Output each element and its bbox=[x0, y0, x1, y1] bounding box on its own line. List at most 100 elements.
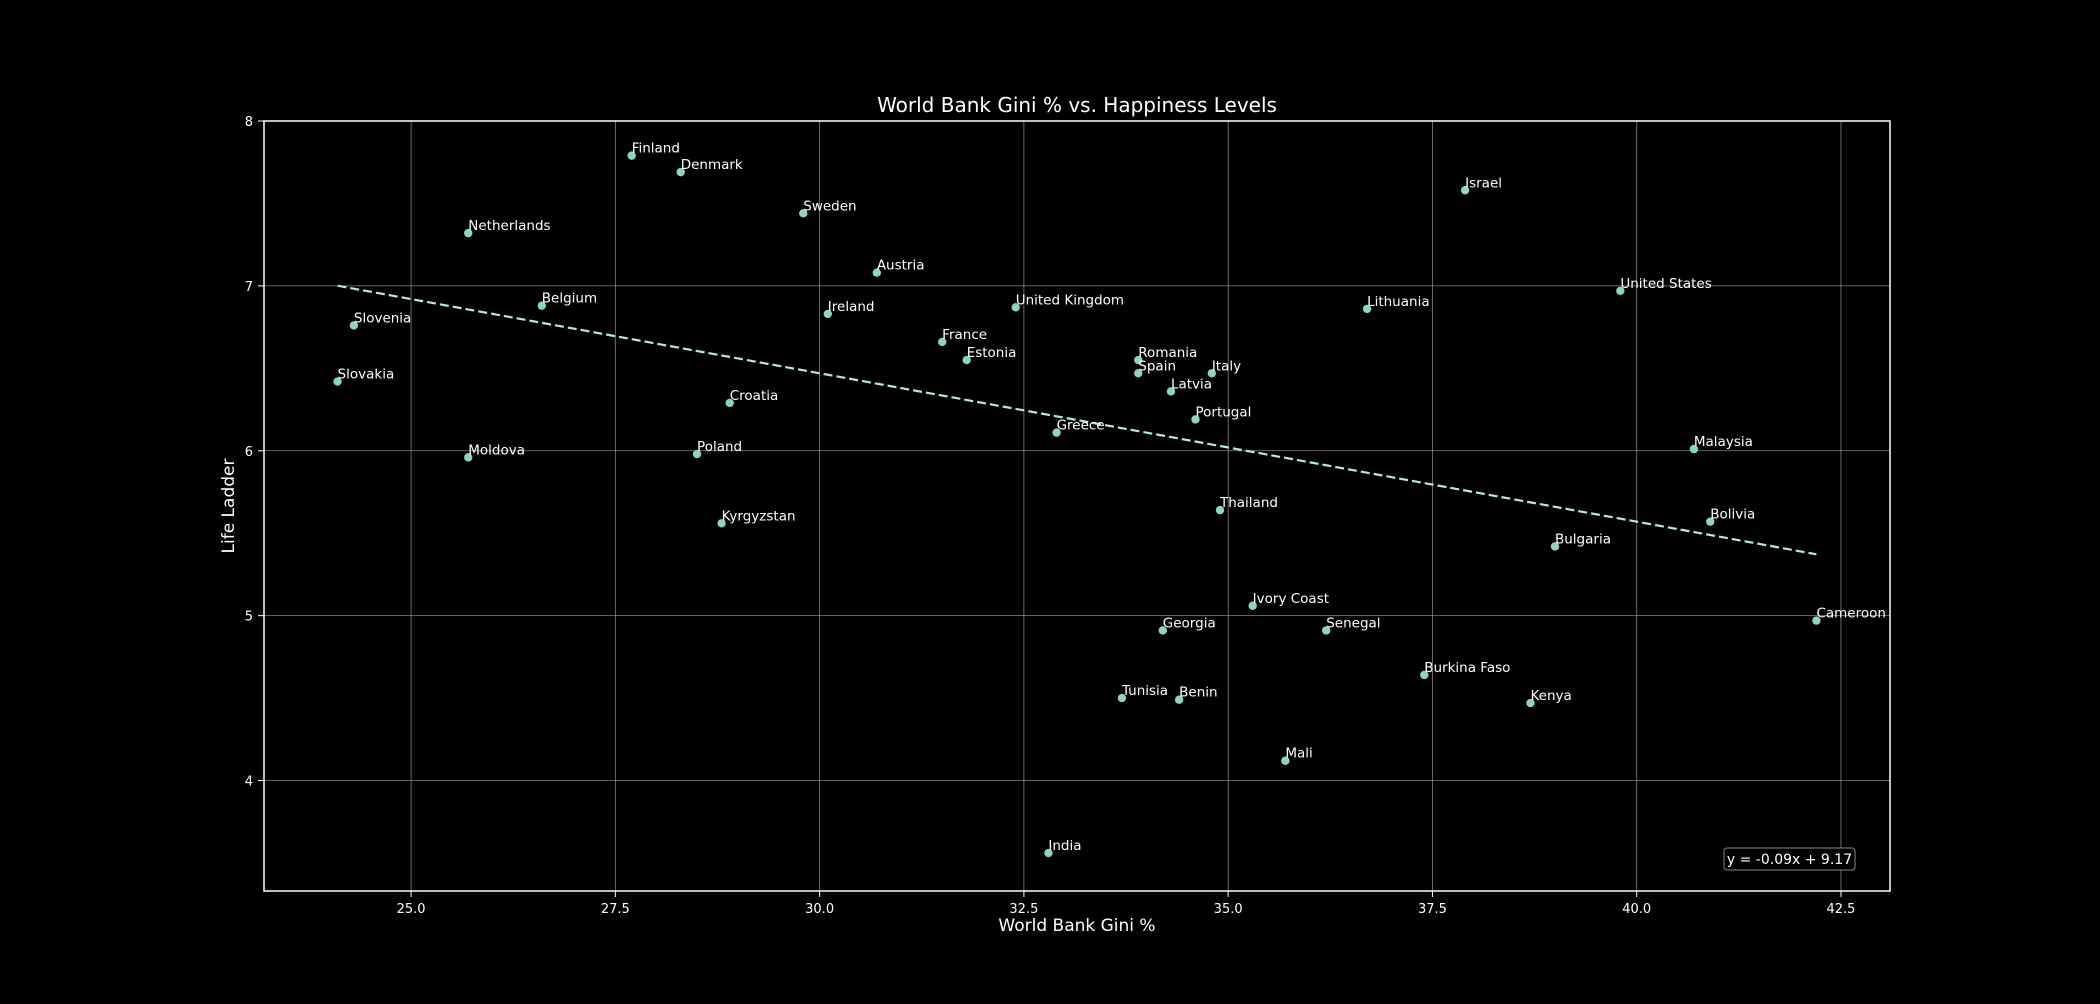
x-tick-label: 27.5 bbox=[601, 902, 630, 917]
point-label: Malaysia bbox=[1694, 434, 1753, 450]
point-label: India bbox=[1048, 838, 1081, 854]
data-point bbox=[464, 453, 473, 462]
data-point bbox=[725, 398, 734, 408]
data-point bbox=[1281, 756, 1290, 765]
data-point bbox=[1248, 601, 1257, 610]
point-label: United States bbox=[1620, 276, 1711, 292]
data-point bbox=[1550, 542, 1560, 551]
data-point bbox=[1215, 505, 1225, 515]
point-label: Georgia bbox=[1163, 615, 1216, 631]
y-tick-label: 6 bbox=[245, 445, 253, 460]
point-label: Portugal bbox=[1195, 404, 1251, 420]
x-tick-label: 32.5 bbox=[1009, 902, 1038, 917]
y-tick-label: 4 bbox=[245, 775, 253, 790]
point-label: Slovakia bbox=[338, 367, 395, 383]
x-tick-label: 42.5 bbox=[1826, 902, 1855, 917]
data-point bbox=[823, 309, 832, 319]
point-label: Israel bbox=[1465, 175, 1502, 191]
data-point bbox=[1362, 304, 1372, 314]
point-label: Finland bbox=[632, 141, 680, 157]
point-label: Latvia bbox=[1171, 376, 1212, 392]
plot-area-frame bbox=[263, 120, 1891, 892]
point-label: Netherlands bbox=[468, 218, 550, 234]
data-point bbox=[537, 301, 547, 310]
data-point bbox=[349, 321, 359, 330]
x-axis-label: World Bank Gini % bbox=[998, 916, 1155, 936]
point-label: Romania bbox=[1138, 345, 1197, 361]
point-label: Benin bbox=[1179, 685, 1217, 701]
data-point bbox=[962, 355, 971, 365]
point-label: Austria bbox=[877, 258, 925, 274]
point-label: Belgium bbox=[542, 291, 597, 307]
point-label: Mali bbox=[1285, 746, 1312, 762]
point-label: Greece bbox=[1057, 418, 1105, 434]
point-label: Ireland bbox=[828, 299, 875, 315]
data-point bbox=[676, 167, 685, 177]
axis-ticks: 25.0 27.5 30.0 32.5 35.0 37.5 40.0 42.5 4 5 6 7 8 bbox=[245, 115, 1856, 917]
point-label: Sweden bbox=[803, 198, 856, 214]
x-tick-label: 40.0 bbox=[1622, 902, 1651, 917]
data-point bbox=[1706, 517, 1715, 526]
point-label: Croatia bbox=[730, 388, 779, 404]
equation-box-frame bbox=[1723, 847, 1856, 871]
data-point bbox=[799, 209, 808, 218]
point-label: Burkina Faso bbox=[1424, 660, 1510, 676]
point-label: Tunisia bbox=[1121, 683, 1168, 699]
data-points bbox=[333, 151, 1821, 858]
point-label: Ivory Coast bbox=[1253, 591, 1329, 607]
trendline-group bbox=[337, 284, 1817, 556]
data-point bbox=[1117, 693, 1127, 703]
point-label: Bulgaria bbox=[1555, 531, 1611, 547]
data-point bbox=[872, 268, 882, 277]
data-point bbox=[1191, 415, 1200, 424]
trendline-equation: y = -0.09x + 9.17 bbox=[1727, 852, 1852, 868]
data-point bbox=[464, 228, 473, 238]
data-point bbox=[1689, 444, 1699, 454]
y-tick-label: 5 bbox=[245, 610, 253, 625]
data-point bbox=[1616, 286, 1625, 296]
data-point bbox=[1322, 626, 1331, 635]
point-label: France bbox=[942, 327, 987, 343]
point-label: Senegal bbox=[1326, 615, 1380, 631]
data-point bbox=[692, 449, 702, 459]
data-point bbox=[1812, 616, 1821, 625]
point-label: Moldova bbox=[468, 442, 525, 458]
point-label: Kyrgyzstan bbox=[722, 508, 796, 524]
point-label: Slovenia bbox=[354, 310, 411, 326]
data-point bbox=[1420, 670, 1429, 680]
data-point bbox=[1044, 848, 1053, 858]
data-point bbox=[1526, 698, 1535, 708]
x-tick-label: 35.0 bbox=[1214, 902, 1243, 917]
y-tick-label: 8 bbox=[245, 115, 253, 130]
data-point bbox=[1158, 626, 1167, 635]
x-tick-label: 25.0 bbox=[397, 902, 426, 917]
point-label: Cameroon bbox=[1816, 606, 1885, 622]
point-label: Bolivia bbox=[1710, 507, 1755, 523]
x-tick-label: 30.0 bbox=[805, 902, 834, 917]
point-label: Kenya bbox=[1530, 688, 1571, 704]
point-label: Estonia bbox=[967, 345, 1017, 361]
x-tick-label: 37.5 bbox=[1418, 902, 1447, 917]
point-label: Lithuania bbox=[1367, 294, 1430, 310]
point-label: Denmark bbox=[681, 157, 743, 173]
y-axis-label: Life Ladder bbox=[219, 459, 239, 554]
data-point bbox=[627, 151, 636, 160]
data-point bbox=[1134, 369, 1143, 378]
point-label: Thailand bbox=[1219, 495, 1278, 511]
data-point bbox=[1460, 186, 1470, 195]
data-point bbox=[1134, 355, 1143, 365]
data-point bbox=[1052, 428, 1061, 437]
trendline bbox=[337, 284, 1817, 556]
grid-lines bbox=[264, 120, 1890, 891]
point-label: Spain bbox=[1138, 358, 1176, 374]
data-point bbox=[1166, 387, 1176, 396]
data-point bbox=[1207, 369, 1217, 378]
data-point bbox=[1011, 303, 1020, 312]
data-point bbox=[937, 337, 947, 347]
point-label: United Kingdom bbox=[1016, 292, 1124, 308]
point-label: Italy bbox=[1212, 358, 1241, 374]
